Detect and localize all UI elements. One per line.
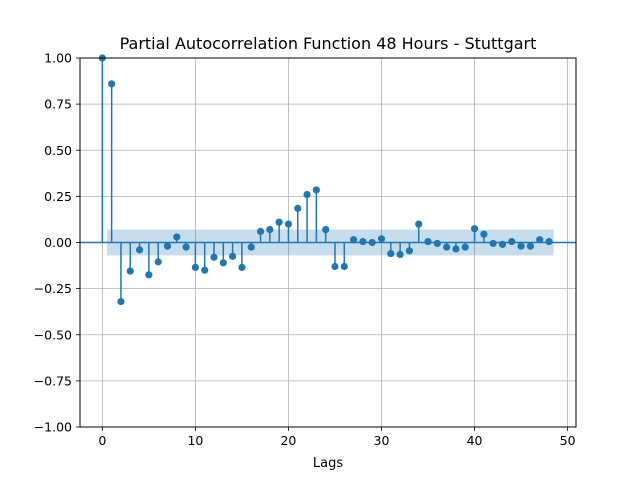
- data-point: [377, 235, 386, 243]
- data-point: [117, 297, 125, 306]
- x-tick-label: 50: [560, 433, 576, 448]
- x-tick-label: 40: [467, 433, 483, 448]
- data-point: [349, 236, 358, 244]
- x-axis-label: Lags: [313, 456, 343, 471]
- data-point: [340, 262, 348, 271]
- data-point: [331, 262, 339, 271]
- data-point: [229, 252, 237, 260]
- data-point: [405, 247, 414, 255]
- y-axis-ticks: −1.00 −0.75 −0.50 −0.25 0.00 0.25 0.50 0.75 1.00: [34, 51, 80, 435]
- data-point: [182, 243, 190, 251]
- y-tick-label: −0.75: [34, 373, 72, 388]
- data-point: [396, 250, 404, 259]
- data-point: [219, 259, 227, 267]
- data-point: [284, 220, 293, 228]
- data-point: [294, 204, 302, 212]
- data-point: [108, 80, 116, 88]
- x-tick-label: 10: [187, 433, 203, 448]
- data-point: [145, 271, 153, 279]
- data-point: [163, 242, 172, 250]
- data-point: [312, 186, 320, 194]
- data-point: [508, 237, 516, 246]
- y-tick-label: 0.25: [44, 189, 72, 204]
- data-point: [517, 242, 525, 250]
- data-point: [359, 237, 367, 246]
- data-point: [275, 218, 283, 226]
- data-point: [201, 266, 209, 274]
- data-point: [126, 267, 134, 275]
- data-point: [461, 243, 469, 251]
- data-point: [545, 237, 553, 246]
- data-point: [322, 225, 330, 234]
- x-axis-ticks: 0 10 20 30 40 50: [98, 427, 576, 448]
- x-tick-label: 30: [374, 433, 390, 448]
- data-point: [433, 239, 441, 248]
- y-tick-label: 0.50: [44, 143, 72, 158]
- y-tick-label: −0.25: [34, 281, 72, 296]
- data-point: [470, 225, 479, 233]
- markers: [98, 54, 553, 306]
- y-tick-label: −0.50: [34, 327, 72, 342]
- y-tick-label: 0.75: [44, 97, 72, 112]
- data-point: [247, 243, 255, 251]
- data-point: [210, 253, 218, 261]
- y-tick-label: 0.00: [44, 235, 72, 250]
- data-point: [368, 238, 376, 247]
- x-tick-label: 0: [98, 433, 106, 448]
- data-point: [536, 236, 544, 244]
- data-point: [303, 190, 311, 199]
- data-point: [191, 263, 199, 272]
- data-point: [238, 263, 246, 272]
- data-point: [480, 230, 488, 238]
- data-point: [135, 246, 144, 254]
- x-tick-label: 20: [280, 433, 296, 448]
- data-point: [266, 225, 274, 234]
- data-point: [387, 249, 395, 258]
- data-point: [256, 227, 265, 236]
- y-tick-label: 1.00: [44, 51, 72, 66]
- data-point: [424, 237, 432, 246]
- data-point: [489, 239, 497, 248]
- chart-title: Partial Autocorrelation Function 48 Hour…: [120, 34, 537, 53]
- data-point: [443, 243, 451, 251]
- data-point: [173, 233, 181, 241]
- data-point: [415, 220, 423, 228]
- data-point: [154, 258, 162, 266]
- data-point: [526, 242, 535, 250]
- data-point: [498, 240, 507, 248]
- data-point: [452, 245, 460, 253]
- y-tick-label: −1.00: [34, 420, 72, 435]
